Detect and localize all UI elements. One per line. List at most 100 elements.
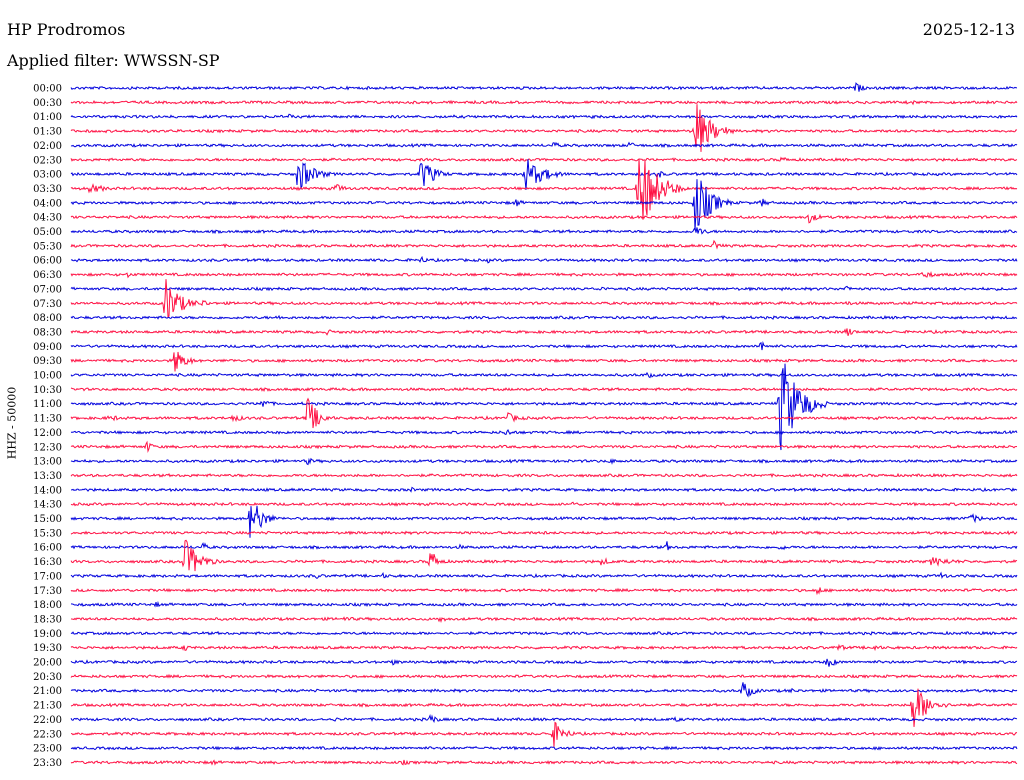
time-label: 09:00 <box>33 342 62 353</box>
filter-label: Applied filter: WWSSN-SP <box>7 51 220 70</box>
trace-09-30 <box>70 351 1018 372</box>
time-label: 20:30 <box>33 672 62 683</box>
trace-04-00 <box>70 179 1018 231</box>
time-label: 17:30 <box>33 586 62 597</box>
time-label: 17:00 <box>33 571 62 582</box>
time-label: 12:30 <box>33 442 62 453</box>
time-label: 14:30 <box>33 500 62 511</box>
trace-07-30 <box>70 279 1018 319</box>
trace-03-30 <box>70 158 1018 220</box>
trace-12-30 <box>70 440 1018 453</box>
trace-05-30 <box>70 239 1018 250</box>
time-label: 05:30 <box>33 241 62 252</box>
time-label: 23:30 <box>33 758 62 769</box>
time-label: 01:30 <box>33 127 62 138</box>
time-label: 10:30 <box>33 385 62 396</box>
trace-01-30 <box>70 104 1018 152</box>
trace-23-30 <box>70 759 1018 766</box>
trace-19-30 <box>70 643 1018 652</box>
time-label: 06:30 <box>33 270 62 281</box>
trace-11-30 <box>70 397 1018 429</box>
trace-19-00 <box>70 630 1018 637</box>
trace-10-00 <box>70 371 1018 379</box>
trace-20-30 <box>70 673 1018 679</box>
time-labels: 00:00 00:30 01:00 01:30 02:00 02:30 03:00 03:30… <box>33 84 62 769</box>
trace-22-00 <box>70 713 1018 723</box>
time-label: 08:30 <box>33 327 62 338</box>
time-label: 02:00 <box>33 141 62 152</box>
time-label: 11:30 <box>33 414 62 425</box>
time-label: 15:30 <box>33 528 62 539</box>
trace-13-00 <box>70 457 1018 466</box>
time-label: 18:30 <box>33 614 62 625</box>
trace-07-00 <box>70 285 1018 292</box>
time-label: 09:30 <box>33 356 62 367</box>
time-label: 07:30 <box>33 299 62 310</box>
trace-17-30 <box>70 587 1018 596</box>
trace-06-00 <box>70 255 1018 264</box>
time-label: 00:30 <box>33 98 62 109</box>
trace-18-00 <box>70 600 1018 608</box>
time-label: 04:30 <box>33 213 62 224</box>
trace-lines <box>70 82 1018 766</box>
date-label: 2025-12-13 <box>922 20 1015 39</box>
trace-10-30 <box>70 386 1018 393</box>
time-label: 10:00 <box>33 371 62 382</box>
trace-13-30 <box>70 472 1018 478</box>
time-label: 23:00 <box>33 744 62 755</box>
time-label: 16:00 <box>33 543 62 554</box>
trace-02-00 <box>70 141 1018 149</box>
time-label: 15:00 <box>33 514 62 525</box>
time-label: 22:00 <box>33 715 62 726</box>
trace-01-00 <box>70 113 1018 120</box>
trace-18-30 <box>70 616 1018 623</box>
trace-00-00 <box>70 82 1018 92</box>
time-label: 04:00 <box>33 198 62 209</box>
time-label: 06:00 <box>33 256 62 267</box>
time-label: 21:30 <box>33 701 62 712</box>
trace-06-30 <box>70 270 1018 279</box>
trace-05-00 <box>70 226 1018 235</box>
time-label: 12:00 <box>33 428 62 439</box>
trace-14-00 <box>71 486 1018 493</box>
time-label: 13:30 <box>33 471 62 482</box>
trace-08-00 <box>70 314 1018 321</box>
trace-17-00 <box>70 571 1018 580</box>
time-label: 00:00 <box>33 84 62 95</box>
time-label: 07:00 <box>33 284 62 295</box>
time-label: 02:30 <box>33 155 62 166</box>
time-label: 14:00 <box>33 485 62 496</box>
trace-16-00 <box>70 541 1018 551</box>
time-label: 03:00 <box>33 170 62 181</box>
trace-11-00 <box>70 363 1018 451</box>
time-label: 19:00 <box>33 629 62 640</box>
trace-09-00 <box>70 340 1018 351</box>
time-label: 19:30 <box>33 643 62 654</box>
time-label: 08:00 <box>33 313 62 324</box>
time-label: 22:30 <box>33 729 62 740</box>
trace-00-30 <box>70 99 1018 106</box>
time-label: 20:00 <box>33 658 62 669</box>
time-label: 01:00 <box>33 112 62 123</box>
trace-22-30 <box>71 721 1018 747</box>
trace-08-30 <box>70 328 1018 336</box>
time-label: 13:00 <box>33 457 62 468</box>
trace-02-30 <box>70 156 1018 163</box>
time-label: 03:30 <box>33 184 62 195</box>
time-label: 11:00 <box>33 399 62 410</box>
trace-23-00 <box>70 745 1018 751</box>
time-label: 16:30 <box>33 557 62 568</box>
time-label: 18:00 <box>33 600 62 611</box>
trace-21-30 <box>70 688 1018 727</box>
time-label: 05:00 <box>33 227 62 238</box>
station-name: HP Prodromos <box>7 20 126 39</box>
trace-20-00 <box>70 658 1018 667</box>
trace-12-00 <box>70 428 1018 436</box>
trace-15-00 <box>70 505 1018 538</box>
trace-21-00 <box>70 682 1018 698</box>
time-label: 21:00 <box>33 686 62 697</box>
trace-15-30 <box>70 530 1018 536</box>
trace-04-30 <box>70 213 1018 224</box>
trace-03-00 <box>70 159 1018 190</box>
